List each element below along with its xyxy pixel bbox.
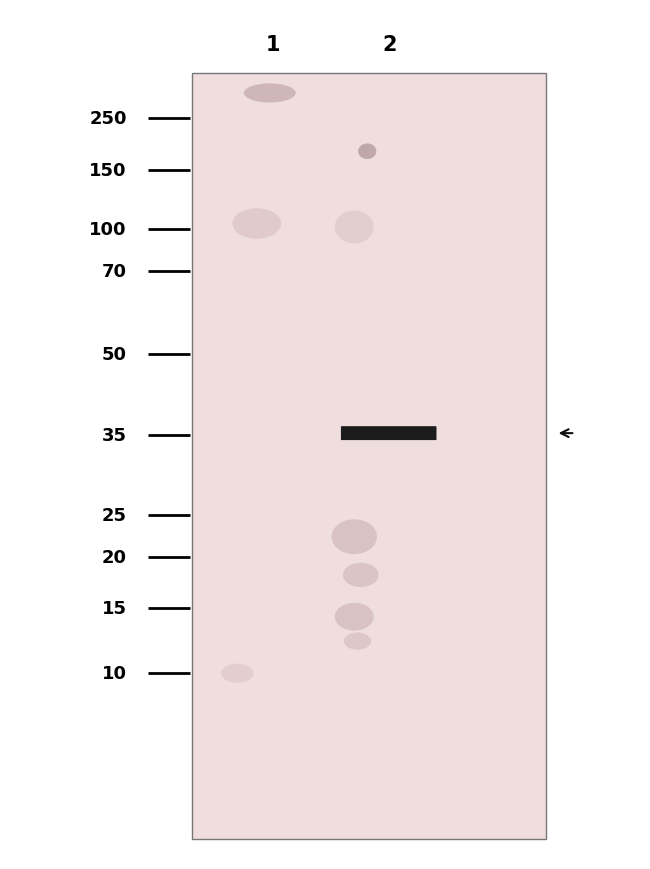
Text: 1: 1 [266,36,280,55]
Text: 150: 150 [89,162,127,179]
Ellipse shape [221,664,254,683]
Ellipse shape [344,633,371,650]
Text: 35: 35 [102,427,127,444]
Ellipse shape [343,563,379,587]
Ellipse shape [233,209,281,239]
Bar [192,74,546,839]
Text: 250: 250 [89,110,127,128]
Text: 20: 20 [102,548,127,566]
Ellipse shape [244,84,296,103]
Ellipse shape [335,211,374,244]
FancyBboxPatch shape [341,427,437,441]
Text: 10: 10 [102,665,127,682]
Text: 25: 25 [102,507,127,524]
Text: 100: 100 [89,221,127,238]
Text: 70: 70 [102,263,127,281]
Text: 2: 2 [383,36,397,55]
Ellipse shape [358,144,376,160]
Text: 15: 15 [102,600,127,617]
Text: 50: 50 [102,346,127,363]
Ellipse shape [335,603,374,631]
Ellipse shape [332,520,377,554]
